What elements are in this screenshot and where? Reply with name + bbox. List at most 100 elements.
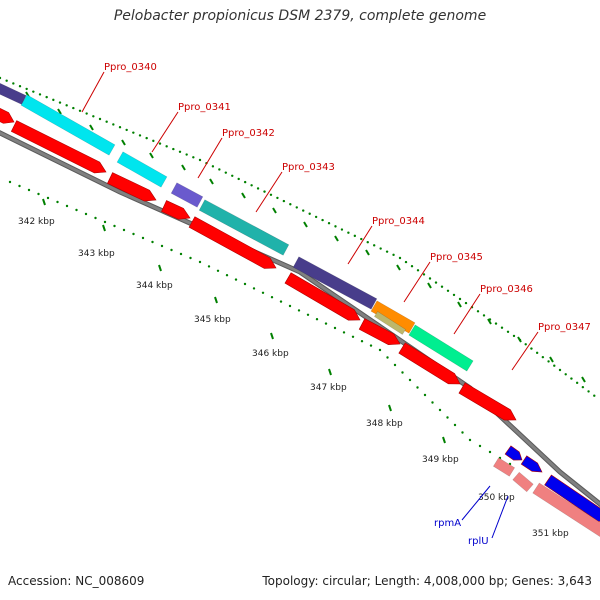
tick-dot [428, 277, 432, 280]
gene-leader-line [453, 293, 481, 335]
cds-ppro-0339 [0, 106, 15, 124]
tick-dot [314, 215, 318, 219]
tick-dot [416, 269, 420, 272]
tick-dot [360, 237, 363, 241]
cds-ppro-0341 [107, 172, 157, 202]
cog-box-ppro-0345-shape [370, 300, 416, 334]
tick-major [241, 192, 246, 199]
cds-rpmA-shape [493, 457, 515, 477]
tick-dot [243, 282, 247, 286]
tick-dot [141, 236, 145, 240]
cds-ppro-0347-shape [458, 382, 517, 421]
tick-dot [401, 371, 404, 374]
cds-pink-next [532, 482, 600, 542]
tick-dot [270, 296, 274, 299]
cds-ppro-0341-shape [107, 172, 157, 202]
tick-dot [113, 224, 116, 228]
tick-dot [207, 265, 211, 268]
tick-dot [218, 168, 221, 171]
tick-dot [386, 356, 389, 359]
tick-dot [279, 300, 283, 303]
tick-major [517, 336, 522, 343]
tick-dot [37, 192, 40, 196]
tick-dot [558, 368, 562, 372]
cog-box-ppro-0340 [20, 94, 116, 156]
tick-dot [393, 363, 397, 367]
tick-dot [306, 313, 310, 316]
kbp-label: 344 kbp [136, 281, 173, 291]
tick-dot [243, 180, 247, 184]
tick-dot [172, 147, 175, 151]
tick-dot [434, 281, 438, 284]
kbp-label: 348 kbp [366, 419, 403, 429]
tick-dot [252, 287, 256, 290]
tick-dot [105, 120, 108, 123]
cog-box-ppro-0343 [198, 199, 290, 256]
cog-box-ppro-0345-b [374, 311, 406, 335]
tick-major [328, 368, 332, 376]
tick-dot [408, 378, 412, 382]
cds-ppro-0342 [161, 200, 191, 220]
kbp-label: 351 kbp [532, 529, 569, 539]
cds-rplU-upper-shape [520, 455, 543, 473]
gene-label: Ppro_0341 [178, 102, 231, 113]
cds-rpmA-upper [504, 445, 523, 461]
tick-dot [75, 208, 78, 212]
gene-leader-line [403, 261, 431, 303]
tick-dot [369, 344, 373, 347]
cds-next-shape [544, 474, 600, 523]
tick-dot [211, 165, 215, 168]
tick-dot [65, 104, 68, 107]
tick-dot [85, 112, 88, 115]
tick-dot [189, 256, 192, 260]
gene-label: Ppro_0340 [104, 62, 157, 73]
tick-major [442, 436, 446, 444]
gene-label: Ppro_0346 [480, 284, 533, 295]
tick-dot [575, 381, 579, 385]
tick-major [396, 264, 401, 271]
tick-dot [410, 265, 414, 268]
tick-dot [488, 450, 492, 454]
tick-major [121, 139, 126, 146]
backbone-line [0, 131, 600, 506]
tick-dot [225, 274, 229, 277]
tick-major [581, 376, 586, 383]
cds-rpmA-upper-shape [504, 445, 523, 461]
tick-dot [118, 126, 122, 129]
tick-dot [94, 216, 97, 220]
cds-next [544, 474, 600, 523]
tick-dot [506, 330, 510, 333]
tick-dot [250, 184, 253, 187]
tick-dot [165, 145, 168, 148]
tick-dot [18, 184, 21, 188]
tick-dot [158, 142, 162, 145]
tick-dot [570, 377, 573, 380]
cds-rpmA [493, 457, 515, 477]
tick-dot [92, 115, 95, 118]
tick-dot [327, 222, 331, 225]
tick-major [303, 221, 308, 228]
map-title: Pelobacter propionicus DSM 2379, complet… [113, 8, 487, 24]
tick-dot [46, 196, 50, 200]
tick-dot [198, 158, 202, 162]
tick-dot [103, 220, 107, 224]
tick-dot [198, 260, 202, 264]
tick-dot [145, 136, 148, 140]
tick-dot [468, 438, 472, 442]
tick-major [457, 301, 462, 308]
tick-dot [476, 310, 480, 313]
tick-dot [122, 228, 126, 232]
cds-ppro-0344-shape [284, 272, 361, 321]
tick-dot [431, 401, 434, 404]
tick-dot [440, 285, 444, 288]
tick-dot [185, 153, 188, 156]
tick-dot [553, 364, 556, 367]
tick-dot [416, 386, 419, 389]
gene-leader-line [511, 331, 539, 371]
gene-leader-line [491, 495, 509, 539]
tick-dot [132, 232, 135, 236]
gene-leader-line [81, 71, 105, 113]
tick-dot [321, 218, 324, 222]
tick-dot [392, 253, 395, 257]
